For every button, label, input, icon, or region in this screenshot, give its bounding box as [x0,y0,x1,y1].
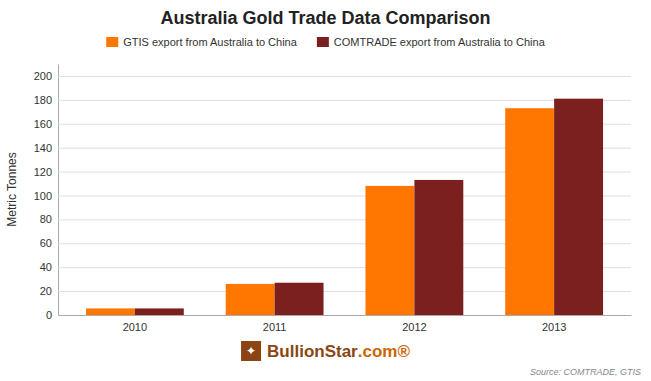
chart: Australia Gold Trade Data Comparison GTIS… [0,0,651,381]
x-tick: 2012 [402,315,426,333]
logo-text: .com® [358,342,411,361]
logo-icon-glyph: ✦ [246,344,256,358]
x-tick: 2010 [123,315,147,333]
legend-label: GTIS export from Australia to China [123,36,298,48]
logo-text: BullionStar [267,342,358,361]
y-axis-line [58,65,59,316]
bar [135,308,184,315]
logo-icon [241,341,261,361]
bar [86,308,135,315]
legend-swatch [106,37,118,47]
y-tick-label: 180 [34,94,52,106]
plot: 0204060801001201401601802002010201120122… [34,65,632,333]
y-tick: 200 [34,70,631,82]
legend-swatch [317,37,329,47]
legend: GTIS export from Australia to China COMTR… [106,36,545,48]
legend-item: COMTRADE export from Australia to China [317,36,546,48]
series [135,99,603,315]
x-axis: 2010 2011 2012 2013 [59,315,632,333]
y-tick-label: 120 [34,166,52,178]
bar [505,108,554,315]
y-tick: 180 [34,94,631,106]
y-tick-label: 200 [34,70,52,82]
logo: ✦ BullionStar.com® [241,341,410,361]
x-tick: 2011 [263,315,287,333]
x-axis-line [59,315,632,316]
y-label: Metric Tonnes [5,152,19,226]
x-tick-label: 2012 [402,321,426,333]
y-tick-label: 80 [40,213,52,225]
y-axis: 0 20 40 60 80 100 120 140 160 180 200 [34,65,631,322]
x-tick: 2013 [542,315,566,333]
x-tick-label: 2013 [542,321,566,333]
bars [86,99,603,315]
title: Australia Gold Trade Data Comparison [160,8,490,28]
y-tick-label: 20 [40,285,52,297]
bar [365,186,414,315]
bar [414,180,463,315]
bar [275,283,324,315]
legend-label: COMTRADE export from Australia to China [334,36,546,48]
legend-item: GTIS export from Australia to China [106,36,298,48]
y-tick-label: 160 [34,118,52,130]
y-tick-label: 60 [40,237,52,249]
x-tick-label: 2011 [263,321,287,333]
y-tick-label: 40 [40,261,52,273]
grid-line [58,100,631,101]
series [86,108,554,315]
bar [226,284,275,315]
grid-line [58,315,631,316]
y-tick-label: 100 [34,189,52,201]
grid-line [58,76,631,77]
x-tick-label: 2010 [123,321,147,333]
y-tick-label: 0 [46,309,52,321]
bar [554,99,603,315]
y-tick-label: 140 [34,142,52,154]
source: Source: COMTRADE, GTIS [530,367,641,377]
